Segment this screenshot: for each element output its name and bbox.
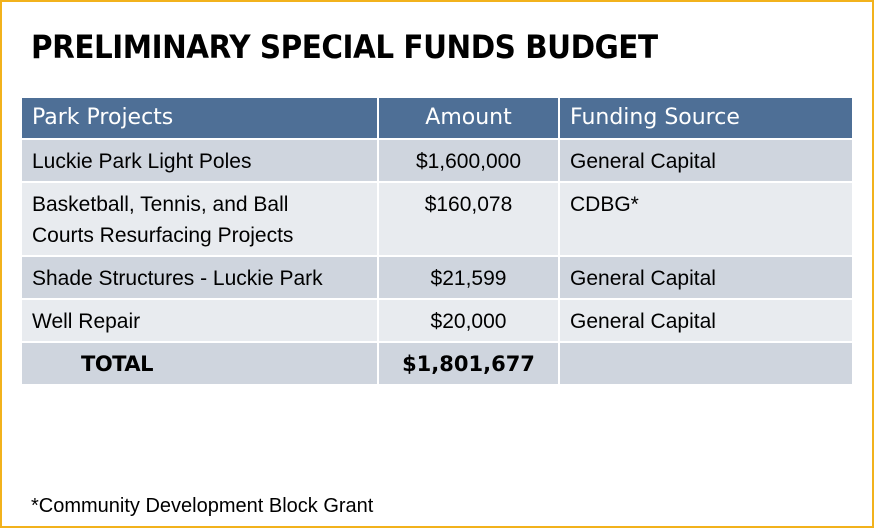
table-row: Luckie Park Light Poles $1,600,000 Gener… (20, 138, 854, 183)
amount-cell: $160,078 (377, 181, 560, 257)
total-label: TOTAL (20, 341, 379, 386)
project-cell: Shade Structures - Luckie Park (20, 255, 379, 300)
project-cell: Well Repair (20, 298, 379, 343)
project-name-line1: Basketball, Tennis, and Ball (32, 193, 289, 216)
page-title: PRELIMINARY SPECIAL FUNDS BUDGET (31, 28, 658, 66)
project-name: Luckie Park Light Poles (32, 150, 252, 173)
total-amount: $1,801,677 (377, 341, 560, 386)
source-cell: General Capital (558, 138, 854, 183)
project-cell: Luckie Park Light Poles (20, 138, 379, 183)
footnote: *Community Development Block Grant (31, 495, 374, 517)
project-name: Shade Structures - Luckie Park (32, 267, 323, 290)
amount-cell: $20,000 (377, 298, 560, 343)
total-row: TOTAL $1,801,677 (20, 341, 854, 386)
header-park-projects: Park Projects (20, 96, 379, 140)
header-amount: Amount (377, 96, 560, 140)
total-source-cell (558, 341, 854, 386)
table-row: Shade Structures - Luckie Park $21,599 G… (20, 255, 854, 300)
table-row: Basketball, Tennis, and Ball Courts Resu… (20, 181, 854, 257)
source-cell: General Capital (558, 298, 854, 343)
source-cell: General Capital (558, 255, 854, 300)
amount-cell: $1,600,000 (377, 138, 560, 183)
amount-cell: $21,599 (377, 255, 560, 300)
budget-table: Park Projects Amount Funding Source Luck… (20, 96, 854, 386)
project-name: Well Repair (32, 310, 141, 333)
header-funding-source: Funding Source (558, 96, 854, 140)
project-name-line2: Courts Resurfacing Projects (32, 224, 294, 247)
table-row: Well Repair $20,000 General Capital (20, 298, 854, 343)
project-cell: Basketball, Tennis, and Ball Courts Resu… (20, 181, 379, 257)
source-cell: CDBG* (558, 181, 854, 257)
table-header-row: Park Projects Amount Funding Source (20, 96, 854, 140)
